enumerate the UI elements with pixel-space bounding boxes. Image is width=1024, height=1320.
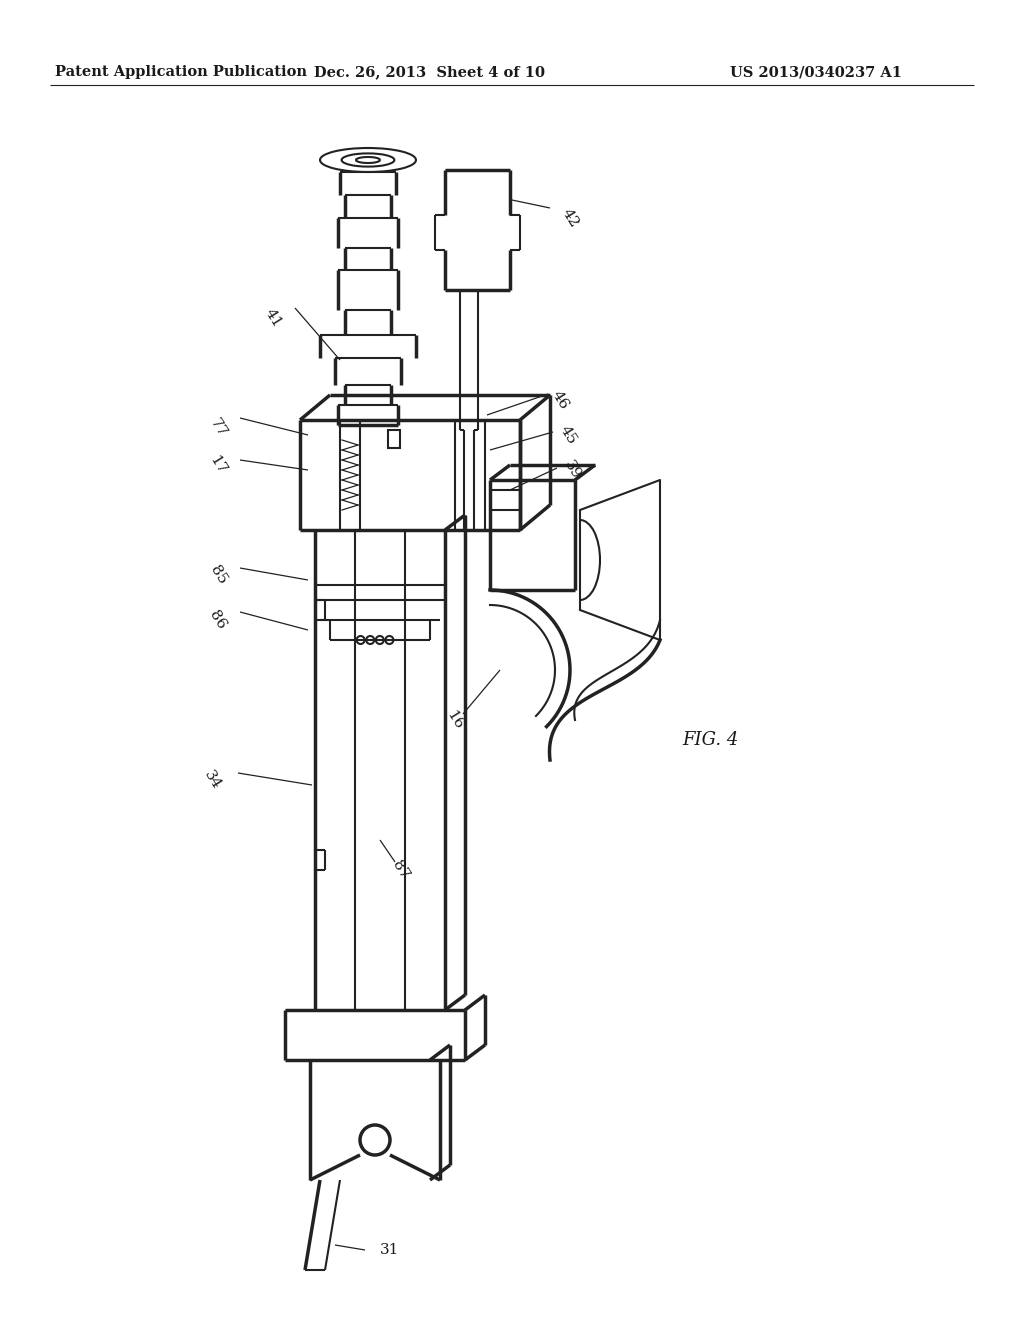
Text: 45: 45	[557, 424, 579, 447]
Text: 17: 17	[207, 453, 229, 477]
Text: 77: 77	[207, 416, 229, 440]
Text: FIG. 4: FIG. 4	[682, 731, 738, 748]
Text: 86: 86	[207, 609, 229, 632]
Text: 31: 31	[380, 1243, 399, 1257]
Text: 39: 39	[561, 458, 583, 482]
Bar	[388, 430, 400, 447]
Text: 16: 16	[443, 708, 466, 733]
Text: 42: 42	[559, 206, 581, 230]
Text: 34: 34	[201, 768, 223, 792]
Text: 87: 87	[389, 858, 411, 882]
Text: Dec. 26, 2013  Sheet 4 of 10: Dec. 26, 2013 Sheet 4 of 10	[314, 65, 546, 79]
Text: 41: 41	[262, 306, 284, 330]
Text: Patent Application Publication: Patent Application Publication	[55, 65, 307, 79]
Text: 85: 85	[207, 564, 229, 587]
Text: 46: 46	[549, 388, 571, 412]
Text: US 2013/0340237 A1: US 2013/0340237 A1	[730, 65, 902, 79]
